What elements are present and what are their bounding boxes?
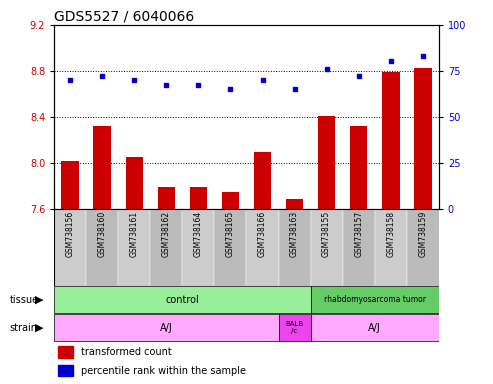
Bar: [214, 209, 246, 286]
Bar: [343, 209, 375, 286]
Bar: [311, 209, 343, 286]
Text: control: control: [166, 295, 199, 305]
Bar: [382, 72, 399, 209]
Bar: [158, 187, 175, 209]
Bar: [118, 209, 150, 286]
Bar: [86, 209, 118, 286]
Bar: [414, 68, 431, 209]
Bar: [375, 209, 407, 286]
Text: GSM738161: GSM738161: [130, 211, 139, 257]
Text: GSM738159: GSM738159: [418, 211, 427, 257]
Bar: [407, 209, 439, 286]
Bar: [246, 209, 279, 286]
Text: transformed count: transformed count: [81, 347, 172, 357]
Bar: [311, 286, 439, 313]
Bar: [279, 314, 311, 341]
Text: GSM738162: GSM738162: [162, 211, 171, 257]
Text: GSM738155: GSM738155: [322, 211, 331, 257]
Bar: [54, 314, 279, 341]
Text: A/J: A/J: [368, 323, 381, 333]
Bar: [286, 199, 303, 209]
Text: BALB
/c: BALB /c: [285, 321, 304, 334]
Bar: [58, 346, 73, 358]
Text: strain: strain: [10, 323, 38, 333]
Bar: [190, 187, 207, 209]
Text: tissue: tissue: [10, 295, 39, 305]
Text: GSM738165: GSM738165: [226, 211, 235, 257]
Bar: [254, 152, 271, 209]
Bar: [94, 126, 111, 209]
Text: ▶: ▶: [35, 295, 44, 305]
Bar: [279, 209, 311, 286]
Text: GSM738163: GSM738163: [290, 211, 299, 257]
Text: A/J: A/J: [160, 323, 173, 333]
Bar: [126, 157, 143, 209]
Bar: [62, 161, 79, 209]
Bar: [318, 116, 335, 209]
Bar: [150, 209, 182, 286]
Bar: [54, 286, 311, 313]
Text: GSM738164: GSM738164: [194, 211, 203, 257]
Bar: [311, 314, 439, 341]
Bar: [182, 209, 214, 286]
Text: GDS5527 / 6040066: GDS5527 / 6040066: [54, 10, 194, 23]
Text: rhabdomyosarcoma tumor: rhabdomyosarcoma tumor: [324, 295, 425, 304]
Text: ▶: ▶: [35, 323, 44, 333]
Bar: [58, 365, 73, 376]
Bar: [350, 126, 367, 209]
Text: GSM738166: GSM738166: [258, 211, 267, 257]
Text: GSM738158: GSM738158: [386, 211, 395, 257]
Text: GSM738157: GSM738157: [354, 211, 363, 257]
Text: percentile rank within the sample: percentile rank within the sample: [81, 366, 246, 376]
Bar: [222, 192, 239, 209]
Text: GSM738156: GSM738156: [66, 211, 75, 257]
Bar: [54, 209, 86, 286]
Text: GSM738160: GSM738160: [98, 211, 107, 257]
